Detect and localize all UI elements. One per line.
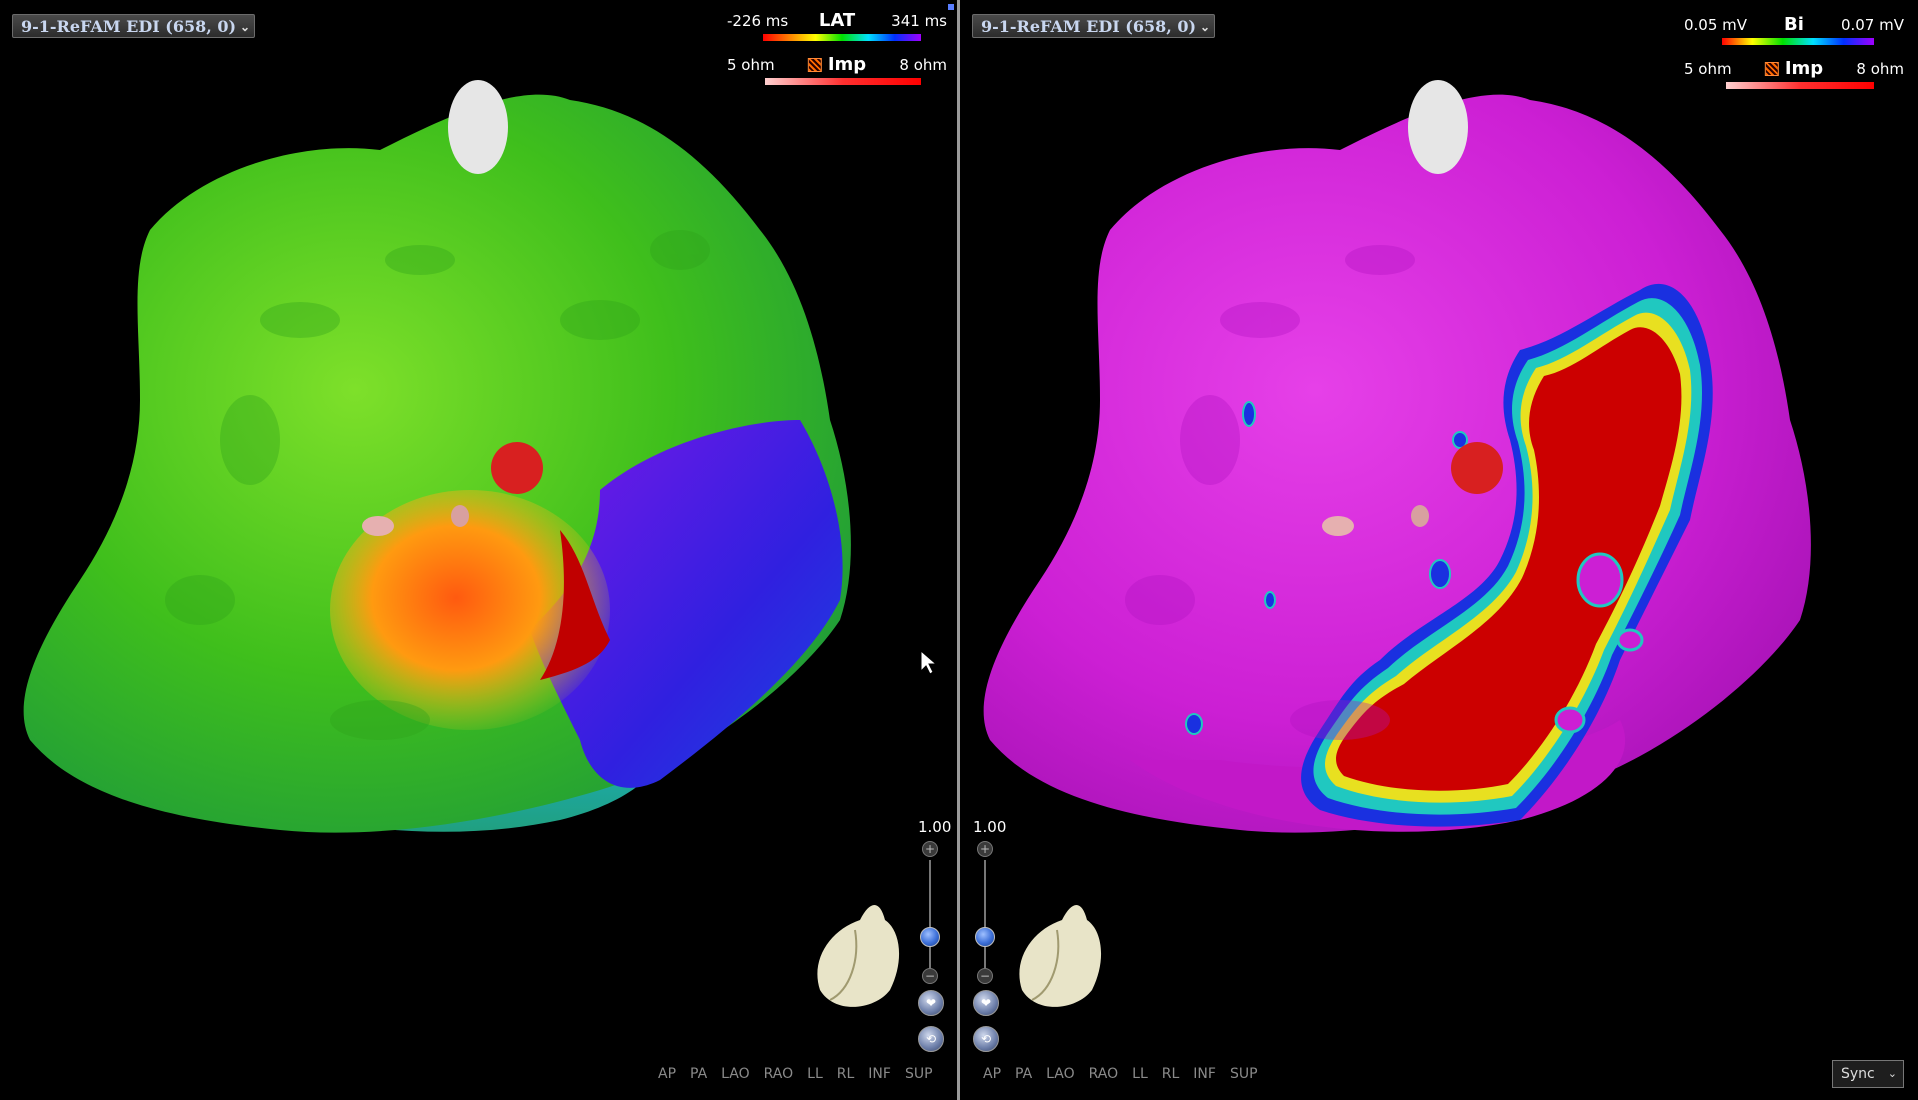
zoom-scale-value: 1.00 — [918, 818, 952, 836]
view-rao[interactable]: RAO — [1088, 1066, 1119, 1082]
zoom-out-button[interactable]: − — [922, 968, 938, 984]
map-selector[interactable]: 9-1-ReFAM EDI (658, 0) ⌄ — [12, 14, 256, 38]
lat-max-label: 341 ms — [891, 12, 947, 30]
map-selector-label: 9-1-ReFAM EDI (658, 0) — [21, 17, 237, 36]
imp-name-label: Imp — [827, 54, 867, 75]
view-rl[interactable]: RL — [836, 1066, 855, 1082]
lat-color-bar — [763, 34, 921, 41]
impedance-icon — [807, 58, 822, 72]
imp-name-label: Imp — [1784, 58, 1824, 79]
maximize-icon[interactable] — [948, 4, 954, 10]
zoom-slider-knob[interactable] — [920, 927, 940, 947]
zoom-in-button[interactable]: + — [922, 841, 938, 857]
site-marker-2 — [1411, 505, 1429, 527]
bi-legend: 0.05 mV Bi 0.07 mV — [1684, 14, 1904, 45]
view-rao[interactable]: RAO — [763, 1066, 794, 1082]
chevron-down-icon: ⌄ — [1200, 20, 1211, 34]
bi-min-label: 0.05 mV — [1684, 16, 1748, 34]
lat-legend: -226 ms LAT 341 ms — [727, 10, 947, 41]
view-inf[interactable]: INF — [1193, 1066, 1216, 1082]
zoom-in-button[interactable]: + — [977, 841, 993, 857]
lat-min-label: -226 ms — [727, 12, 789, 30]
view-lao[interactable]: LAO — [721, 1066, 750, 1082]
sync-label: Sync — [1841, 1066, 1875, 1082]
pane-divider[interactable] — [957, 0, 960, 1100]
orientation-heart-icon — [1019, 905, 1102, 1007]
lat-early-region — [330, 490, 610, 730]
view-lao[interactable]: LAO — [1046, 1066, 1075, 1082]
view-pa[interactable]: PA — [1015, 1066, 1033, 1082]
right-map-viewport[interactable]: 9-1-ReFAM EDI (658, 0) ⌄ 0.05 mV Bi 0.07… — [960, 0, 1918, 1100]
imp-legend: 5 ohm Imp 8 ohm — [727, 54, 947, 85]
site-marker — [362, 516, 394, 536]
site-marker-2 — [451, 505, 469, 527]
bi-surface-ridges — [1125, 245, 1415, 740]
bi-name-label: Bi — [1784, 14, 1804, 35]
view-ap[interactable]: AP — [983, 1066, 1002, 1082]
impedance-icon — [1764, 62, 1779, 76]
imp-legend: 5 ohm Imp 8 ohm — [1684, 58, 1904, 89]
lat-name-label: LAT — [818, 10, 856, 31]
ablation-marker — [1451, 442, 1503, 494]
zoom-slider-track[interactable] — [984, 860, 986, 970]
chevron-down-icon: ⌄ — [240, 20, 251, 34]
lat-surface-ridges — [165, 230, 710, 740]
lat-map-render[interactable] — [0, 0, 957, 1100]
zoom-slider-knob[interactable] — [975, 927, 995, 947]
lat-late-region — [530, 420, 843, 788]
imp-name: Imp — [807, 54, 867, 75]
zoom-scale-value: 1.00 — [973, 818, 1007, 836]
imp-max-label: 8 ohm — [899, 56, 947, 74]
view-inf[interactable]: INF — [868, 1066, 891, 1082]
scar-islands — [1554, 552, 1644, 734]
site-marker — [1322, 516, 1354, 536]
bi-max-label: 0.07 mV — [1840, 16, 1904, 34]
imp-max-label: 8 ohm — [1856, 60, 1904, 78]
view-ll[interactable]: LL — [1132, 1066, 1148, 1082]
imp-color-bar — [1726, 82, 1874, 89]
catheter-marker — [448, 80, 508, 174]
view-heart-button[interactable]: ❤ — [973, 990, 999, 1016]
imp-min-label: 5 ohm — [1684, 60, 1732, 78]
view-ll[interactable]: LL — [807, 1066, 823, 1082]
imp-name: Imp — [1764, 58, 1824, 79]
lat-activation-front — [540, 530, 610, 680]
view-rl[interactable]: RL — [1161, 1066, 1180, 1082]
imp-min-label: 5 ohm — [727, 56, 775, 74]
catheter-marker — [1408, 80, 1468, 174]
scar-core-red — [1336, 327, 1682, 791]
bi-color-bar — [1722, 38, 1874, 45]
chevron-down-icon: ⌄ — [1887, 1067, 1897, 1080]
map-selector[interactable]: 9-1-ReFAM EDI (658, 0) ⌄ — [972, 14, 1216, 38]
view-pa[interactable]: PA — [690, 1066, 708, 1082]
view-ap[interactable]: AP — [658, 1066, 677, 1082]
view-heart-button[interactable]: ❤ — [918, 990, 944, 1016]
imp-color-bar — [765, 78, 921, 85]
map-selector-label: 9-1-ReFAM EDI (658, 0) — [981, 17, 1197, 36]
view-presets: AP PA LAO RAO LL RL INF SUP — [983, 1066, 1272, 1082]
sync-dropdown[interactable]: Sync ⌄ — [1832, 1060, 1904, 1088]
view-sup[interactable]: SUP — [1229, 1066, 1258, 1082]
view-reset-button[interactable]: ⟲ — [973, 1026, 999, 1052]
zoom-out-button[interactable]: − — [977, 968, 993, 984]
orientation-heart-icon — [817, 905, 900, 1007]
view-presets: AP PA LAO RAO LL RL INF SUP — [658, 1066, 947, 1082]
left-map-viewport[interactable]: 9-1-ReFAM EDI (658, 0) ⌄ -226 ms LAT 341… — [0, 0, 957, 1100]
zoom-slider-track[interactable] — [929, 860, 931, 970]
view-sup[interactable]: SUP — [904, 1066, 933, 1082]
ablation-marker — [491, 442, 543, 494]
view-reset-button[interactable]: ⟲ — [918, 1026, 944, 1052]
low-voltage-spots — [1185, 401, 1468, 735]
bipolar-map-render[interactable] — [960, 0, 1918, 1100]
